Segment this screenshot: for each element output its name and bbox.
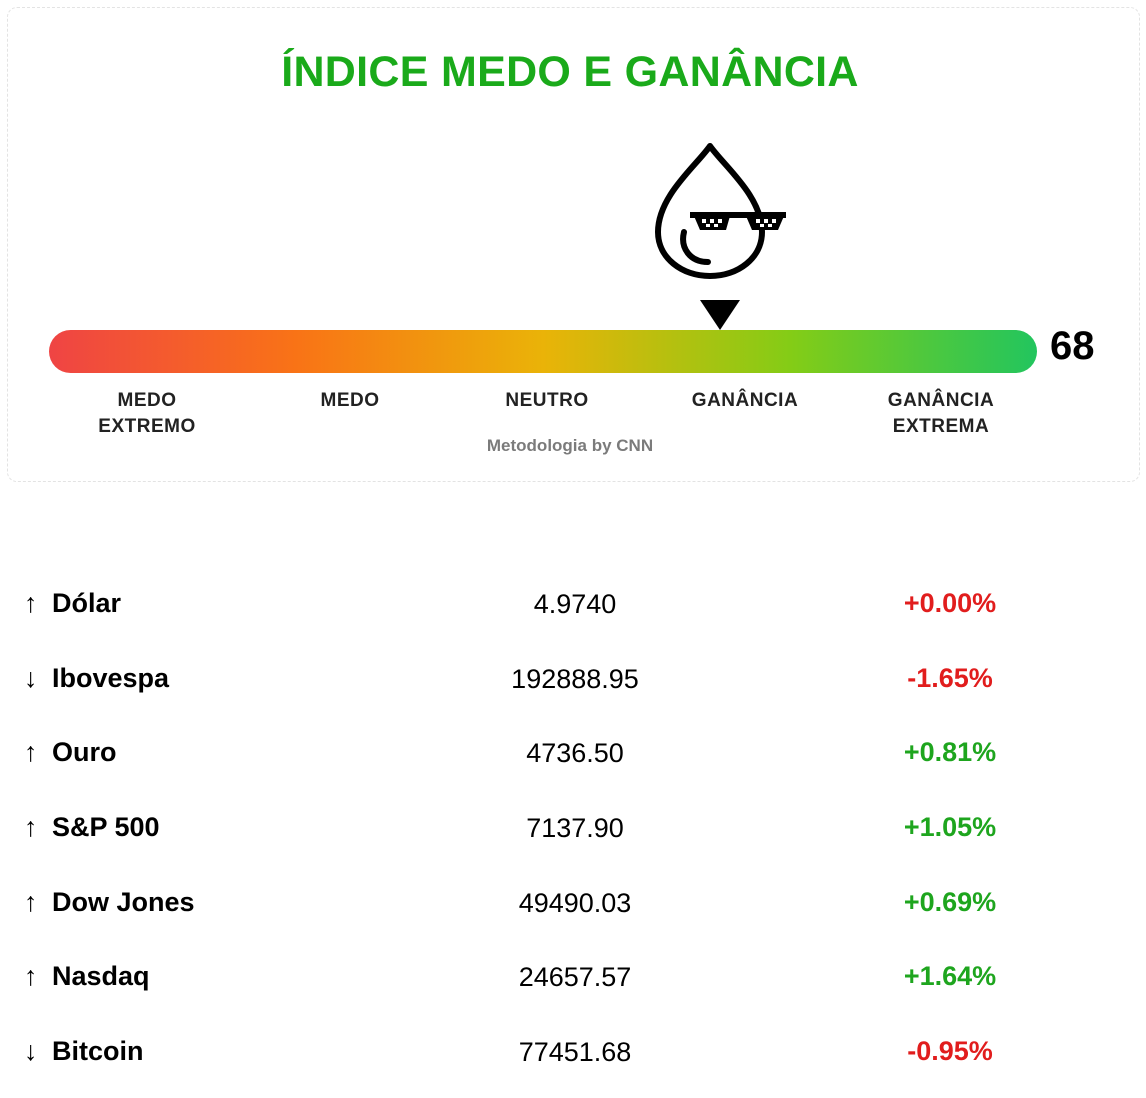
ticker-row-dolar: ↑ Dólar 4.9740 +0.00% <box>0 568 1146 643</box>
trend-arrow-icon: ↑ <box>24 588 38 618</box>
ticker-row-dow-jones: ↑ Dow Jones 49490.03 +0.69% <box>0 867 1146 942</box>
ticker-value: 4736.50 <box>526 738 624 768</box>
ticker-row-bitcoin: ↓ Bitcoin 77451.68 -0.95% <box>0 1016 1146 1091</box>
ticker-change: +0.81% <box>903 737 997 767</box>
trend-arrow-icon: ↓ <box>24 1036 38 1066</box>
label-extreme-greed: GANÂNCIA EXTREMA <box>887 390 995 437</box>
ticker-value: 49490.03 <box>518 888 632 918</box>
ticker-name: Dow Jones <box>52 887 195 917</box>
ticker-change: +0.69% <box>903 887 997 917</box>
widget-title: ÍNDICE MEDO E GANÂNCIA <box>281 48 859 96</box>
ticker-name: Bitcoin <box>52 1036 144 1066</box>
ticker-value: 24657.57 <box>518 962 632 992</box>
ticker-row-ouro: ↑ Ouro 4736.50 +0.81% <box>0 717 1146 792</box>
drop-with-sunglasses-icon <box>655 143 786 279</box>
label-neutral: NEUTRO <box>505 390 589 411</box>
trend-arrow-icon: ↓ <box>24 663 38 693</box>
fear-greed-card <box>7 7 1140 482</box>
ticker-row-nasdaq: ↑ Nasdaq 24657.57 +1.64% <box>0 941 1146 1016</box>
ticker-name: Nasdaq <box>52 961 150 991</box>
ticker-change: +1.05% <box>903 812 997 842</box>
trend-arrow-icon: ↑ <box>24 812 38 842</box>
ticker-name: Dólar <box>52 588 122 618</box>
label-fear: MEDO <box>320 390 380 411</box>
ticker-change: +1.64% <box>903 961 997 991</box>
ticker-row-sp500: ↑ S&P 500 7137.90 +1.05% <box>0 792 1146 867</box>
trend-arrow-icon: ↑ <box>24 737 38 767</box>
ticker-value: 192888.95 <box>511 664 639 694</box>
ticker-name: Ouro <box>52 737 117 767</box>
trend-arrow-icon: ↑ <box>24 961 38 991</box>
ticker-value: 77451.68 <box>518 1037 632 1067</box>
trend-arrow-icon: ↑ <box>24 887 38 917</box>
ticker-name: S&P 500 <box>52 812 160 842</box>
ticker-value: 7137.90 <box>526 813 624 843</box>
label-greed: GANÂNCIA <box>691 390 799 411</box>
ticker-row-ibovespa: ↓ Ibovespa 192888.95 -1.65% <box>0 643 1146 718</box>
fear-greed-gauge-bar <box>49 330 1037 373</box>
label-extreme-fear: MEDO EXTREMO <box>98 390 196 437</box>
methodology-credit: Metodologia by CNN <box>486 436 654 455</box>
ticker-change: -1.65% <box>907 663 993 693</box>
score-value: 68 <box>1050 324 1095 368</box>
score-pointer-icon <box>700 300 740 330</box>
ticker-value: 4.9740 <box>533 589 617 619</box>
ticker-name: Ibovespa <box>52 663 170 693</box>
ticker-change: -0.95% <box>907 1036 993 1066</box>
ticker-change: +0.00% <box>903 588 997 618</box>
